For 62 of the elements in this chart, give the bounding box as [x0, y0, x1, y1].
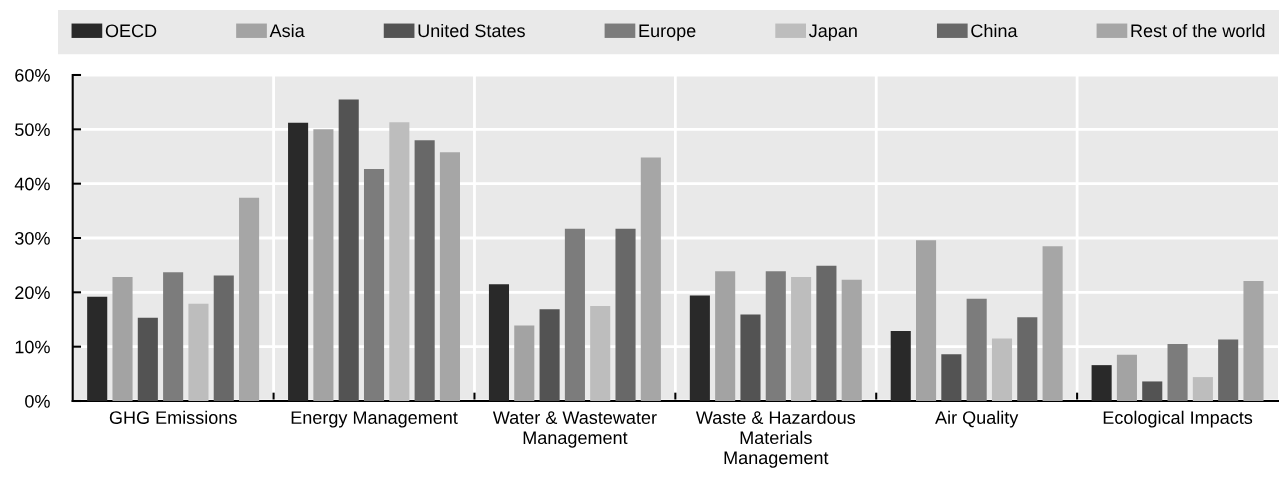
bar [564, 228, 585, 401]
bar [1091, 365, 1112, 401]
bar [213, 275, 234, 401]
bar [112, 277, 133, 401]
bar [1243, 280, 1264, 401]
y-tick-label: 20% [15, 286, 50, 300]
bar [816, 265, 837, 401]
x-tick-label: Energy Management [291, 411, 458, 428]
legend-label: OECD [105, 24, 157, 38]
bar [137, 317, 158, 401]
bar [1218, 339, 1239, 401]
bar [87, 296, 108, 401]
bar [414, 140, 435, 401]
legend-label: Asia [269, 23, 305, 38]
legend-label: Japan [808, 24, 857, 41]
y-tick-label: 60% [15, 68, 50, 82]
bar [941, 354, 962, 401]
bar [1142, 381, 1163, 401]
y-tick-label: 30% [15, 231, 50, 245]
bar [163, 272, 184, 401]
legend-label: China [971, 23, 1018, 38]
bar [288, 122, 309, 401]
bar [239, 197, 260, 401]
x-tick-label: Waste & Hazardous Materials Management [695, 410, 856, 468]
legend-label: United States [418, 23, 525, 38]
bar [539, 309, 560, 401]
legend-label: Rest of the world [1131, 23, 1265, 38]
y-tick-label: 0% [25, 394, 50, 408]
x-tick-label: Water & Wastewater Management [492, 411, 657, 448]
bar [715, 271, 736, 401]
bar [841, 279, 862, 401]
x-tick-label: Ecological Impacts [1103, 410, 1253, 428]
bar [313, 129, 334, 401]
x-tick-label: GHG Emissions [109, 410, 237, 424]
bar [590, 305, 611, 401]
bar [488, 284, 510, 401]
bar [966, 298, 987, 401]
bar [689, 295, 710, 401]
y-tick-label: 40% [14, 177, 50, 191]
bar [514, 325, 535, 401]
bar [765, 271, 786, 401]
bar [1017, 317, 1038, 401]
bar [1116, 354, 1137, 401]
bar [991, 338, 1013, 401]
x-tick-label: Air Quality [935, 410, 1019, 428]
y-tick-label: 10% [15, 340, 50, 354]
bar [1042, 246, 1063, 401]
bar [740, 314, 761, 401]
bar [1167, 343, 1188, 401]
bar [439, 152, 460, 401]
bar [363, 169, 385, 401]
bar [1192, 377, 1213, 401]
y-tick-label: 50% [15, 123, 50, 137]
bar [640, 157, 661, 401]
bar [916, 240, 937, 401]
bar [338, 99, 359, 401]
bar [791, 277, 812, 401]
bar [389, 122, 410, 401]
bar [188, 303, 209, 401]
bar [890, 330, 911, 401]
legend-label: Europe [639, 24, 696, 41]
bar [615, 228, 636, 401]
